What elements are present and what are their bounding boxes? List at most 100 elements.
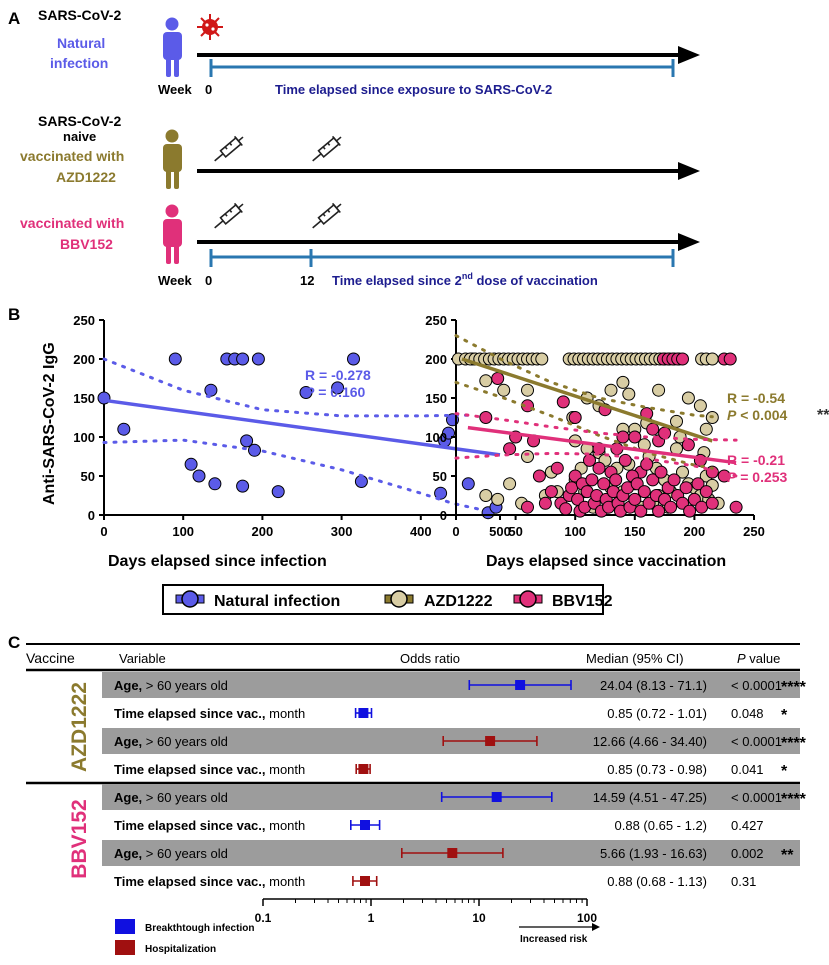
data-point — [705, 352, 719, 366]
legend-breakthrough-swatch — [115, 919, 135, 934]
data-point — [729, 500, 743, 514]
syringe-icon — [214, 202, 244, 229]
data-point — [681, 438, 695, 452]
variable-label: Age, > 60 years old — [114, 678, 228, 693]
data-point — [491, 492, 505, 506]
regression-line — [461, 357, 713, 443]
panel-a-label: A — [8, 9, 20, 28]
row2-title-line1: SARS-CoV-2 — [38, 113, 121, 129]
ci-upper-band — [454, 334, 714, 419]
data-point — [461, 477, 475, 491]
x-tick-label: 100 — [564, 524, 586, 539]
data-point — [117, 422, 131, 436]
risk-arrow-head — [592, 923, 600, 931]
variable-label: Age, > 60 years old — [114, 846, 228, 861]
syringe-icon — [312, 202, 342, 229]
y-tick-label: 150 — [73, 391, 95, 406]
data-point — [331, 381, 345, 395]
data-point — [479, 489, 493, 502]
data-point — [565, 481, 579, 495]
p-value-cell: 0.041 — [731, 762, 764, 777]
y-tick-label: 150 — [425, 391, 447, 406]
data-point — [616, 430, 630, 444]
x-tick-label: 150 — [624, 524, 646, 539]
data-point — [192, 469, 206, 483]
row1-title-line3: infection — [50, 55, 108, 71]
variable-label: Age, > 60 years old — [114, 734, 228, 749]
data-point — [347, 352, 360, 366]
caption-exposure: Time elapsed since exposure to SARS-CoV-… — [275, 82, 552, 97]
forest-tick-label: 100 — [577, 911, 597, 925]
week-twelve: 12 — [300, 273, 314, 288]
y-tick-label: 50 — [81, 469, 95, 484]
data-point — [699, 422, 713, 436]
p-value: P < 0.004 — [727, 407, 788, 423]
variable-label: Time elapsed since vac., month — [114, 762, 305, 777]
risk-label: Increased risk — [520, 934, 588, 945]
data-point — [622, 387, 636, 401]
data-point — [491, 372, 505, 385]
data-point — [521, 383, 534, 397]
x-tick-label: 0 — [452, 524, 459, 539]
timeline-arrowhead-natural — [678, 46, 700, 64]
panel-c-label: C — [8, 633, 20, 652]
shaded-row — [102, 672, 800, 698]
caption-vaccination: Time elapsed since 2nd dose of vaccinati… — [332, 271, 598, 288]
data-point — [676, 352, 689, 366]
regression-line — [467, 425, 737, 465]
data-point — [676, 465, 689, 479]
data-point — [251, 352, 265, 366]
data-point — [695, 500, 709, 514]
data-point — [616, 375, 630, 389]
data-point — [628, 492, 642, 506]
data-point — [609, 473, 623, 487]
legend-azd: AZD1222 — [384, 590, 493, 610]
data-point — [652, 504, 666, 518]
odds-ratio-marker — [358, 708, 369, 718]
row1-title-line2: Natural — [57, 35, 105, 51]
odds-ratio-marker — [485, 736, 496, 746]
data-point — [559, 502, 573, 516]
odds-ratio-marker — [360, 876, 370, 886]
y-tick-label: 200 — [73, 352, 95, 367]
vaccine-group-label: AZD1222 — [68, 682, 91, 772]
data-point — [646, 473, 660, 487]
data-point — [699, 485, 713, 499]
data-point — [535, 352, 549, 366]
row2-title-line4: AZD1222 — [56, 169, 116, 185]
x-tick-label: 400 — [410, 524, 432, 539]
panel-b-label: B — [8, 305, 20, 324]
x-tick-label: 200 — [252, 524, 274, 539]
data-point — [236, 352, 250, 366]
data-point — [550, 461, 564, 475]
data-point — [723, 352, 737, 366]
data-point — [521, 500, 534, 514]
y-tick-label: 50 — [433, 469, 447, 484]
vaccination-bracket — [209, 249, 675, 267]
data-point — [503, 477, 517, 491]
person-natural-icon — [163, 17, 182, 77]
data-point — [705, 496, 719, 510]
x-axis-label-left: Days elapsed since infection — [108, 553, 327, 570]
week-label-2: Week — [158, 273, 192, 288]
x-tick-label: 300 — [331, 524, 353, 539]
data-point — [670, 414, 683, 428]
data-point — [240, 434, 254, 448]
header-variable: Variable — [119, 651, 166, 666]
odds-ratio-marker — [358, 764, 369, 774]
significance-stars: ** — [781, 847, 794, 864]
timeline-arrowhead-bbv — [678, 233, 700, 251]
data-point — [654, 465, 668, 479]
significance-stars: * — [781, 763, 788, 780]
forest-tick-label: 0.1 — [255, 911, 272, 925]
p-value-cell: < 0.0001 — [731, 678, 782, 693]
odds-ratio-marker — [491, 792, 502, 802]
median-ci-value: 24.04 (8.13 - 71.1) — [600, 678, 707, 693]
data-point — [597, 477, 611, 491]
r-value: R = -0.21 — [727, 452, 785, 468]
odds-ratio-marker — [447, 848, 458, 858]
odds-ratio-marker — [360, 820, 370, 830]
data-point — [204, 383, 218, 397]
data-point — [184, 457, 198, 471]
data-point — [585, 473, 599, 487]
